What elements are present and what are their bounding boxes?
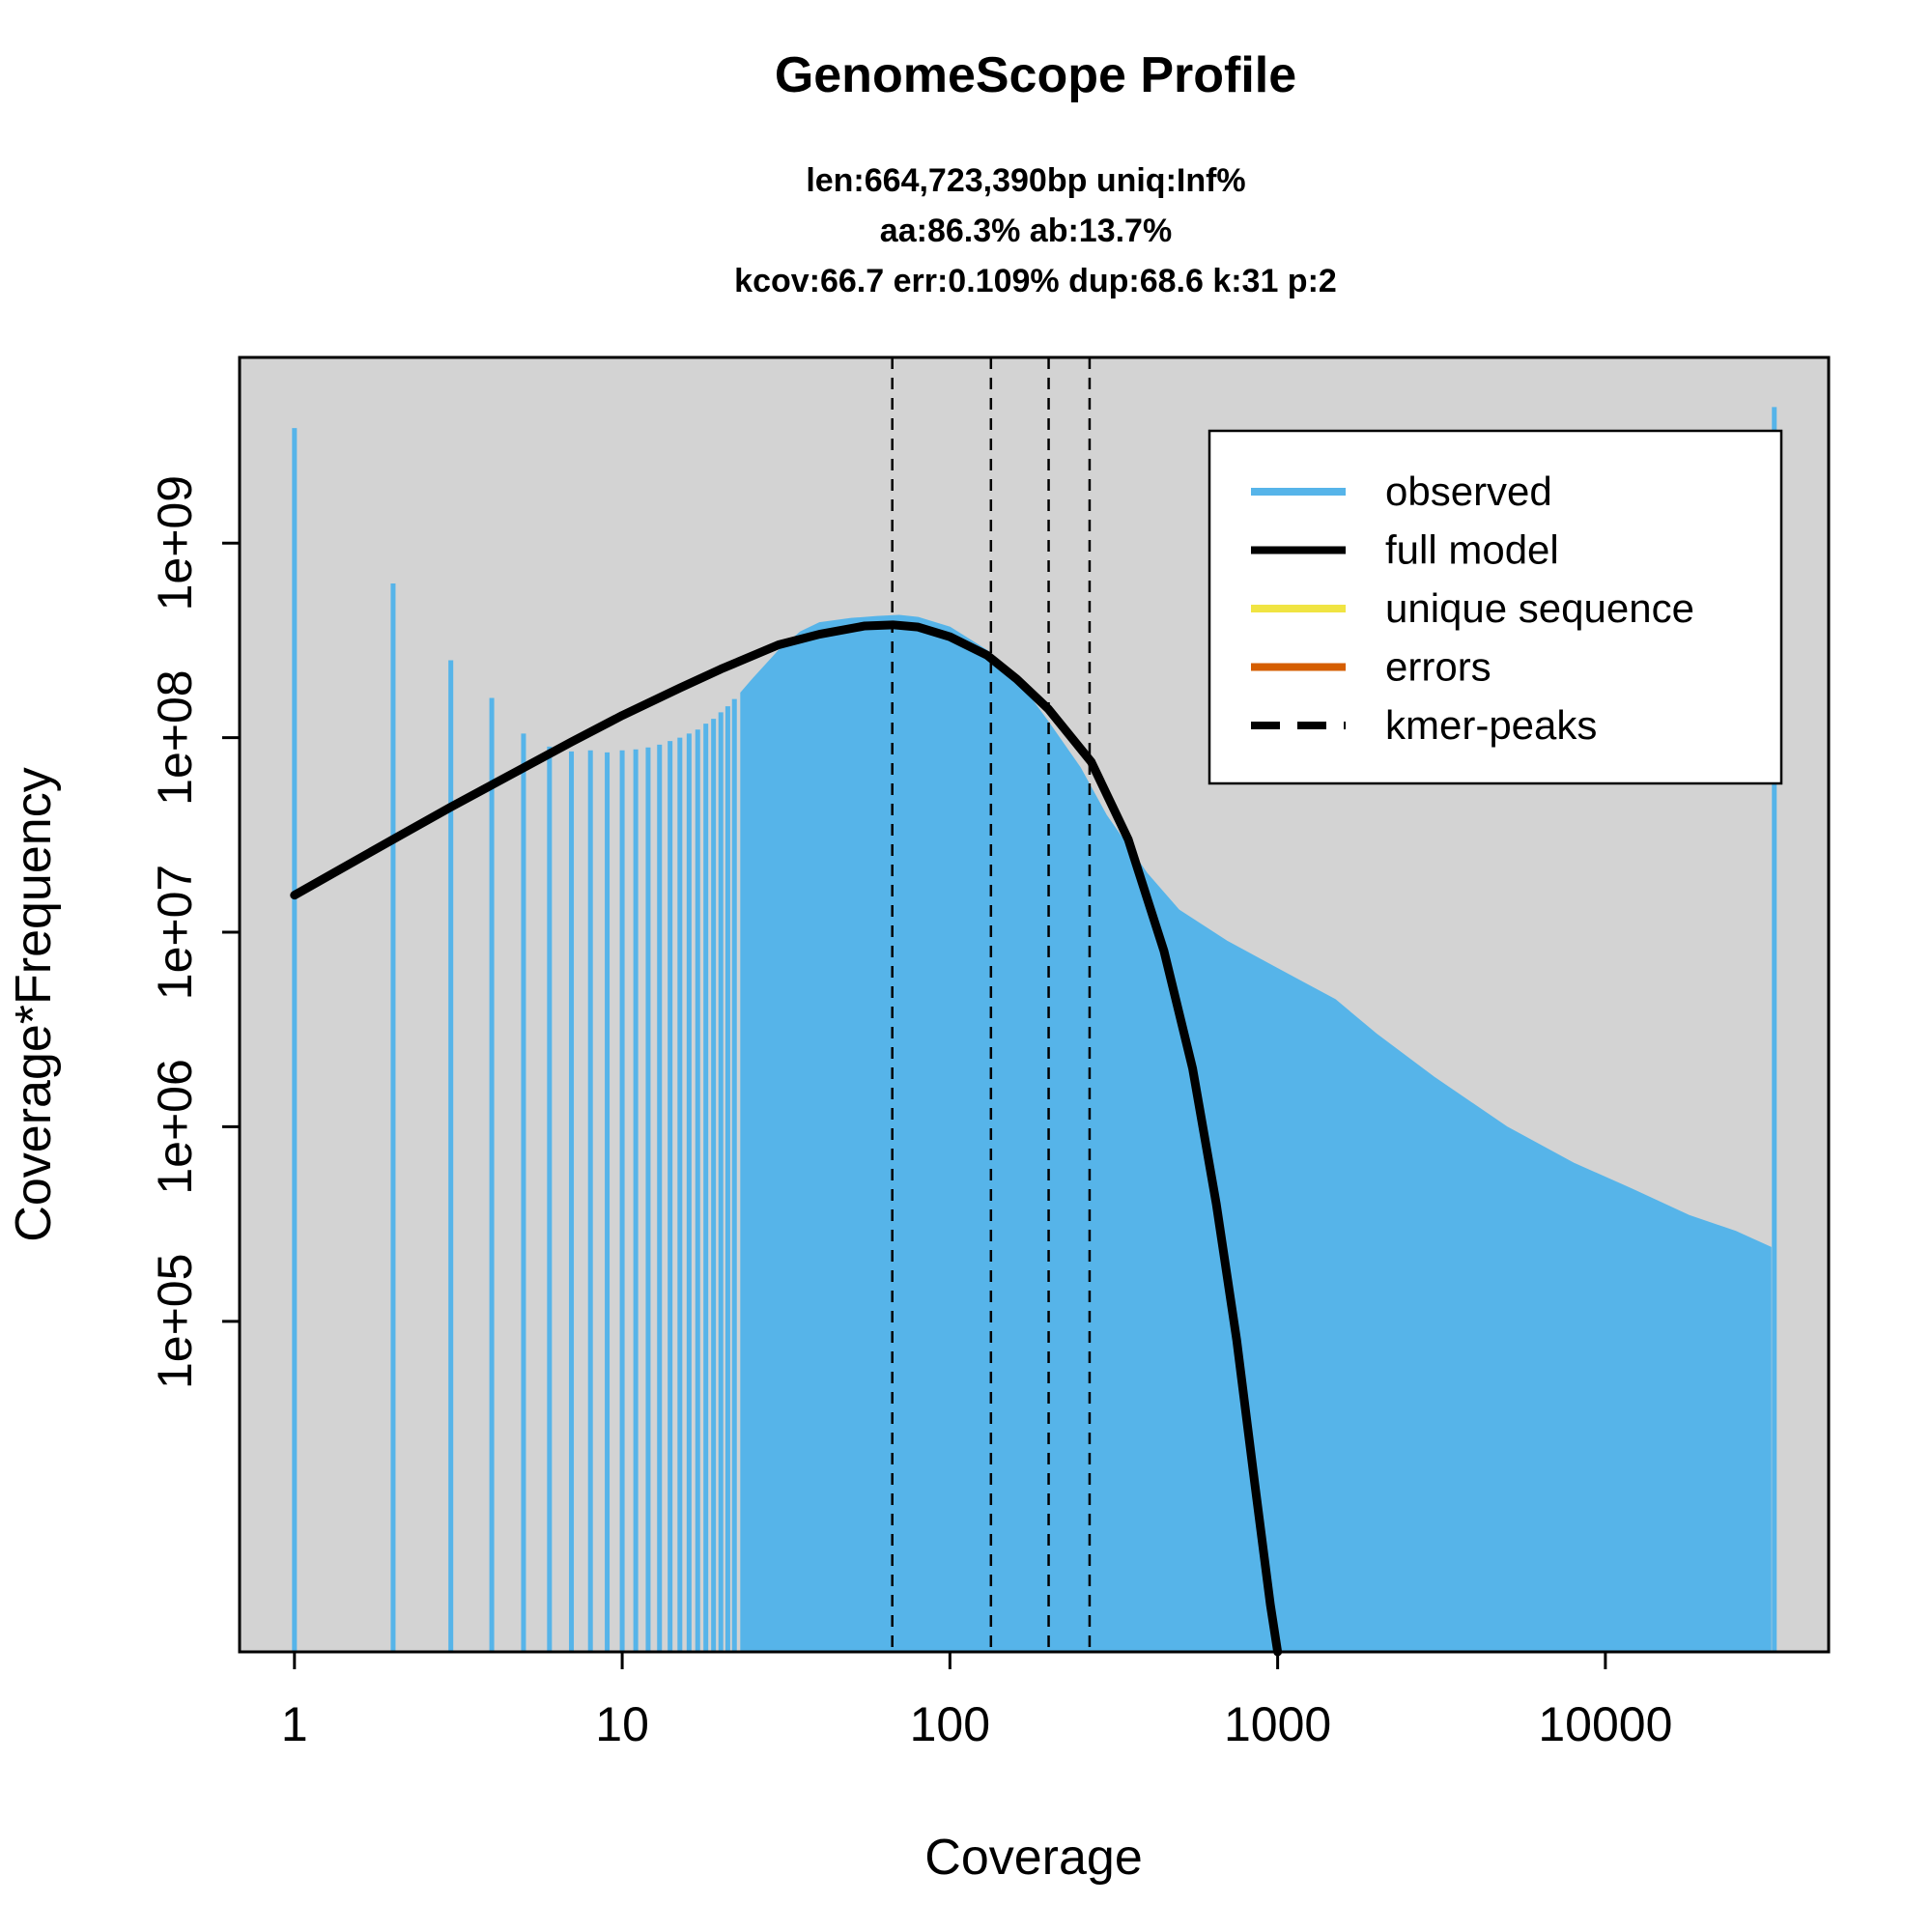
legend-label: observed	[1385, 469, 1552, 514]
legend: observed full model unique sequence errors k…	[1208, 429, 1783, 785]
x-tick-label: 10000	[1538, 1697, 1672, 1751]
chart-title: GenomeScope Profile	[775, 47, 1296, 103]
y-axis: 1e+05 1e+06 1e+07 1e+08 1e+09	[148, 475, 240, 1389]
x-tick-label: 1	[281, 1697, 308, 1751]
full-model-series	[290, 620, 1283, 1657]
observed-area	[740, 614, 1772, 1653]
chart-subtitle-line-3: kcov:66.7 err:0.109% dup:68.6 k:31 p:2	[734, 263, 1337, 299]
x-tick-label: 100	[910, 1697, 990, 1751]
y-tick-label: 1e+05	[148, 1254, 202, 1389]
y-tick-label: 1e+06	[148, 1059, 202, 1194]
y-tick-label: 1e+08	[148, 669, 202, 805]
legend-label: unique sequence	[1385, 585, 1694, 631]
x-tick-label: 1000	[1224, 1697, 1331, 1751]
chart-subtitle-line-1: len:664,723,390bp uniq:Inf%	[806, 162, 1245, 199]
legend-label: errors	[1385, 644, 1492, 690]
y-tick-label: 1e+09	[148, 475, 202, 611]
y-axis-title: Coverage*Frequency	[6, 767, 62, 1241]
y-tick-label: 1e+07	[148, 865, 202, 1000]
observed-series	[292, 407, 1777, 1653]
x-tick-label: 10	[595, 1697, 649, 1751]
legend-label: kmer-peaks	[1385, 702, 1597, 748]
plot-frame	[238, 355, 1831, 1654]
x-axis: 1 10 100 1000 10000	[281, 1652, 1672, 1751]
legend-label: full model	[1385, 527, 1559, 573]
kmer-peaks-series	[891, 357, 1092, 1652]
x-axis-title: Coverage	[924, 1830, 1142, 1886]
full-model-line	[290, 620, 1283, 1657]
chart-subtitle-line-2: aa:86.3% ab:13.7%	[880, 213, 1172, 249]
